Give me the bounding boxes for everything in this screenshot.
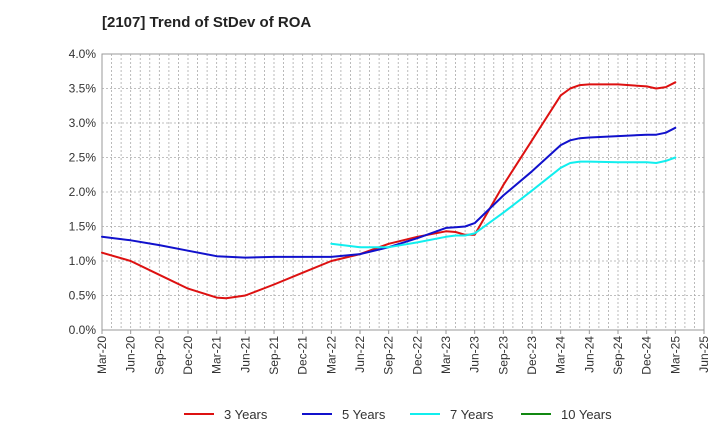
- y-tick-label: 4.0%: [69, 47, 97, 61]
- axes: 0.0% 0.5% 1.0% 1.5% 2.0% 2.5% 3.0% 3.5% 4.0% Mar-…: [69, 47, 711, 375]
- series-line-5-years: [101, 126, 677, 259]
- x-tick-label: Jun-21: [238, 336, 252, 373]
- legend-label: 3 Years: [224, 407, 268, 422]
- x-tick-label: Dec-23: [525, 336, 539, 375]
- x-tick-label: Jun-24: [582, 336, 596, 373]
- y-tick-label: 0.5%: [69, 289, 97, 303]
- y-tick-label: 2.0%: [69, 185, 97, 199]
- x-tick-label: Sep-21: [267, 336, 281, 375]
- x-tick-label: Mar-23: [439, 336, 453, 374]
- x-tick-label: Sep-22: [382, 336, 396, 375]
- series-lines: [101, 81, 677, 300]
- legend: 3 Years 5 Years 7 Years 10 Years: [184, 407, 612, 422]
- grid: [101, 53, 705, 331]
- x-tick-label: Dec-22: [410, 336, 424, 375]
- chart-title: [2107] Trend of StDev of ROA: [102, 14, 312, 31]
- x-tick-label: Sep-24: [611, 336, 625, 375]
- legend-label: 7 Years: [450, 407, 494, 422]
- x-tick-label: Jun-25: [697, 336, 711, 373]
- legend-label: 10 Years: [561, 407, 612, 422]
- y-tick-label: 3.5%: [69, 82, 97, 96]
- series-line-3-years: [101, 81, 677, 300]
- x-tick-label: Mar-24: [554, 336, 568, 374]
- series-line-7-years: [330, 156, 677, 249]
- x-tick-label: Mar-22: [324, 336, 338, 374]
- x-tick-label: Sep-20: [152, 336, 166, 375]
- y-tick-label: 2.5%: [69, 151, 97, 165]
- x-tick-label: Dec-20: [181, 336, 195, 375]
- y-tick-label: 1.5%: [69, 220, 97, 234]
- x-tick-label: Mar-21: [210, 336, 224, 374]
- x-tick-label: Dec-24: [640, 336, 654, 375]
- y-tick-label: 0.0%: [69, 323, 97, 337]
- x-tick-label: Sep-23: [496, 336, 510, 375]
- x-tick-label: Jun-20: [124, 336, 138, 373]
- x-tick-label: Mar-25: [668, 336, 682, 374]
- y-tick-label: 1.0%: [69, 254, 97, 268]
- x-tick-label: Jun-23: [468, 336, 482, 373]
- y-tick-label: 3.0%: [69, 116, 97, 130]
- x-tick-label: Mar-20: [95, 336, 109, 374]
- legend-label: 5 Years: [342, 407, 386, 422]
- x-tick-label: Jun-22: [353, 336, 367, 373]
- x-tick-label: Dec-21: [296, 336, 310, 375]
